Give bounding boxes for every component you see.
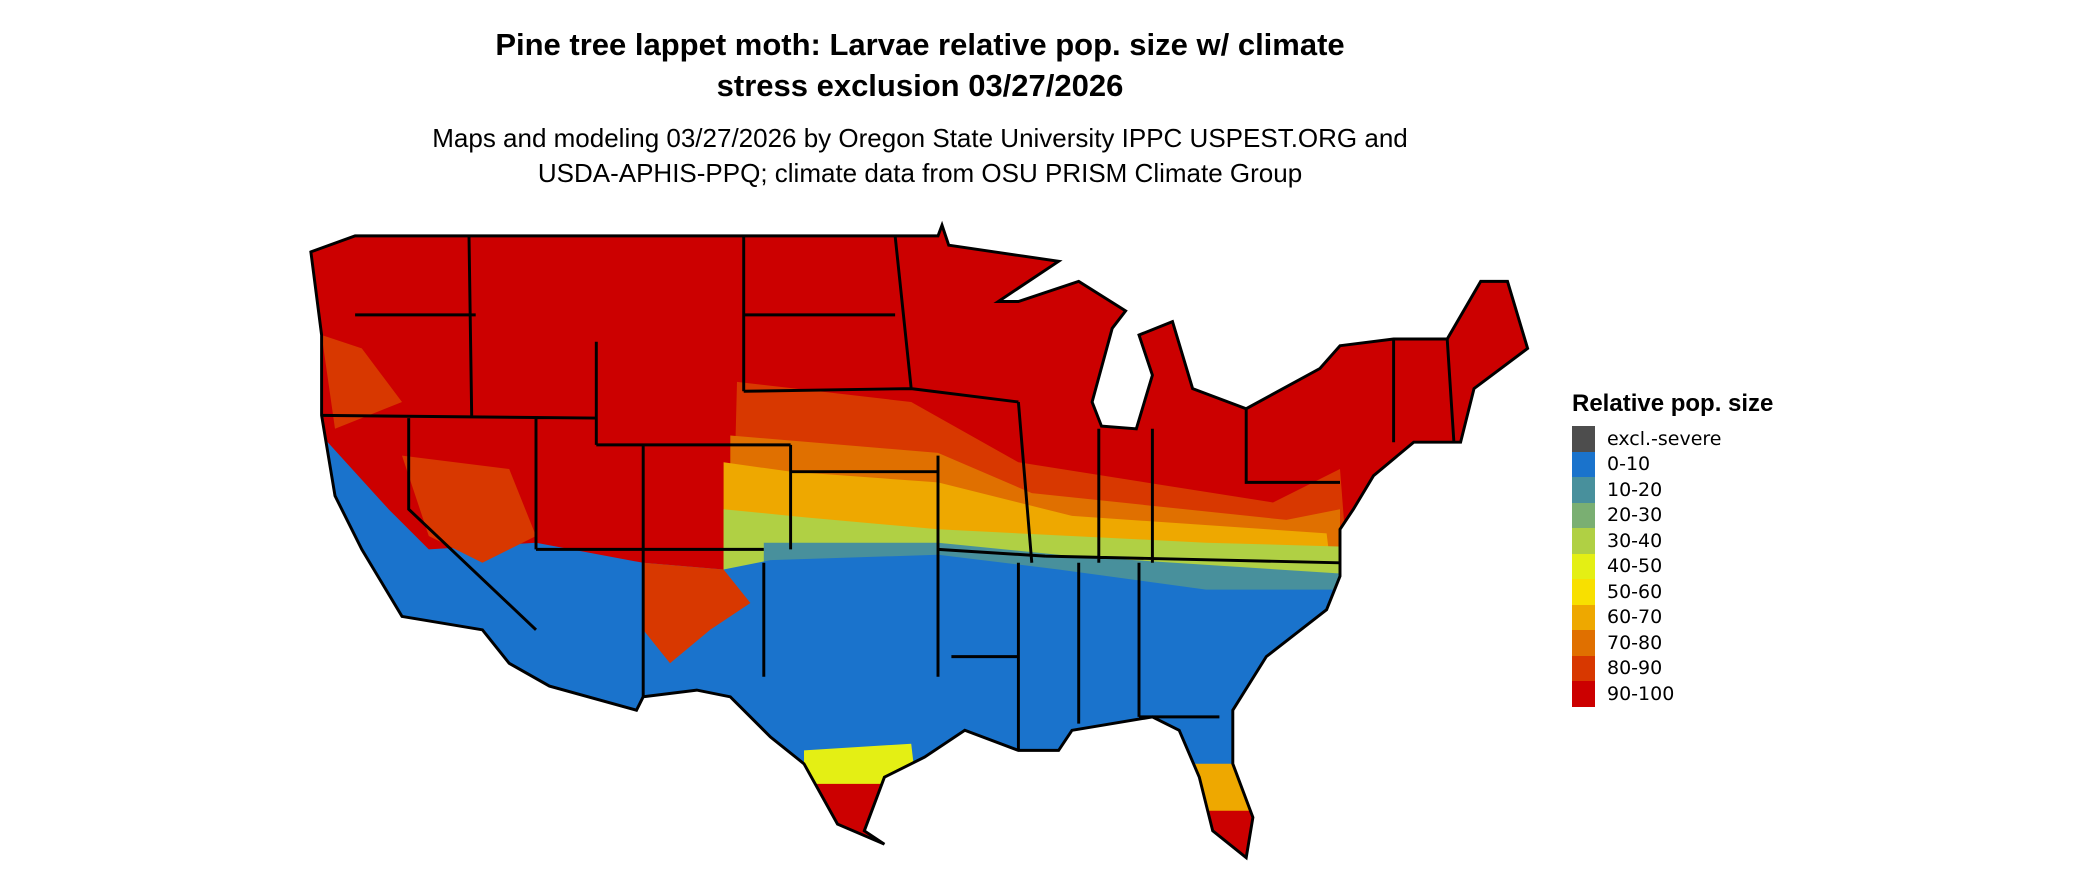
legend-swatch [1572, 655, 1595, 681]
legend-item: 0-10 [1572, 451, 1773, 477]
legend-label: 60-70 [1607, 606, 1663, 629]
legend-swatch [1572, 426, 1595, 452]
map-title: Pine tree lappet moth: Larvae relative p… [0, 24, 1840, 106]
legend-swatch [1572, 528, 1595, 554]
legend-swatch [1572, 451, 1595, 477]
legend-item: 40-50 [1572, 553, 1773, 579]
legend-swatch [1572, 477, 1595, 503]
legend-item: 90-100 [1572, 681, 1773, 707]
legend-item: excl.-severe [1572, 426, 1773, 452]
legend-item: 80-90 [1572, 655, 1773, 681]
legend-item: 20-30 [1572, 502, 1773, 528]
map-subtitle: Maps and modeling 03/27/2026 by Oregon S… [0, 121, 1840, 191]
legend-label: 40-50 [1607, 555, 1663, 578]
zone-mixed-southwest [402, 455, 751, 664]
legend-item: 30-40 [1572, 528, 1773, 554]
legend-label: 50-60 [1607, 580, 1663, 603]
legend-swatch [1572, 604, 1595, 630]
legend-item: 10-20 [1572, 477, 1773, 503]
legend-label: 0-10 [1607, 453, 1651, 476]
legend-item: 60-70 [1572, 604, 1773, 630]
state-boundaries [309, 224, 1529, 859]
legend-swatch [1572, 553, 1595, 579]
legend-item: 50-60 [1572, 579, 1773, 605]
legend-title: Relative pop. size [1572, 390, 1774, 417]
title-line-2: stress exclusion 03/27/2026 [716, 68, 1124, 103]
legend-label: 90-100 [1607, 682, 1675, 705]
legend-swatch [1572, 579, 1595, 605]
legend-item: 70-80 [1572, 630, 1773, 656]
subtitle-line-2: USDA-APHIS-PPQ; climate data from OSU PR… [537, 158, 1303, 188]
legend-label: 30-40 [1607, 529, 1663, 552]
legend-label: 20-30 [1607, 504, 1663, 527]
legend-swatch [1572, 681, 1595, 707]
legend-swatch [1572, 502, 1595, 528]
zone-florida-red [1192, 810, 1274, 858]
legend-label: 80-90 [1607, 657, 1663, 680]
legend-label: excl.-severe [1607, 427, 1722, 450]
legend-label: 70-80 [1607, 631, 1663, 654]
legend: Relative pop. size excl.-severe 0-10 10-20… [1572, 390, 1773, 707]
legend-swatch [1572, 630, 1595, 656]
subtitle-line-1: Maps and modeling 03/27/2026 by Oregon S… [432, 123, 1408, 153]
title-line-1: Pine tree lappet moth: Larvae relative p… [495, 27, 1345, 62]
legend-label: 10-20 [1607, 478, 1663, 501]
